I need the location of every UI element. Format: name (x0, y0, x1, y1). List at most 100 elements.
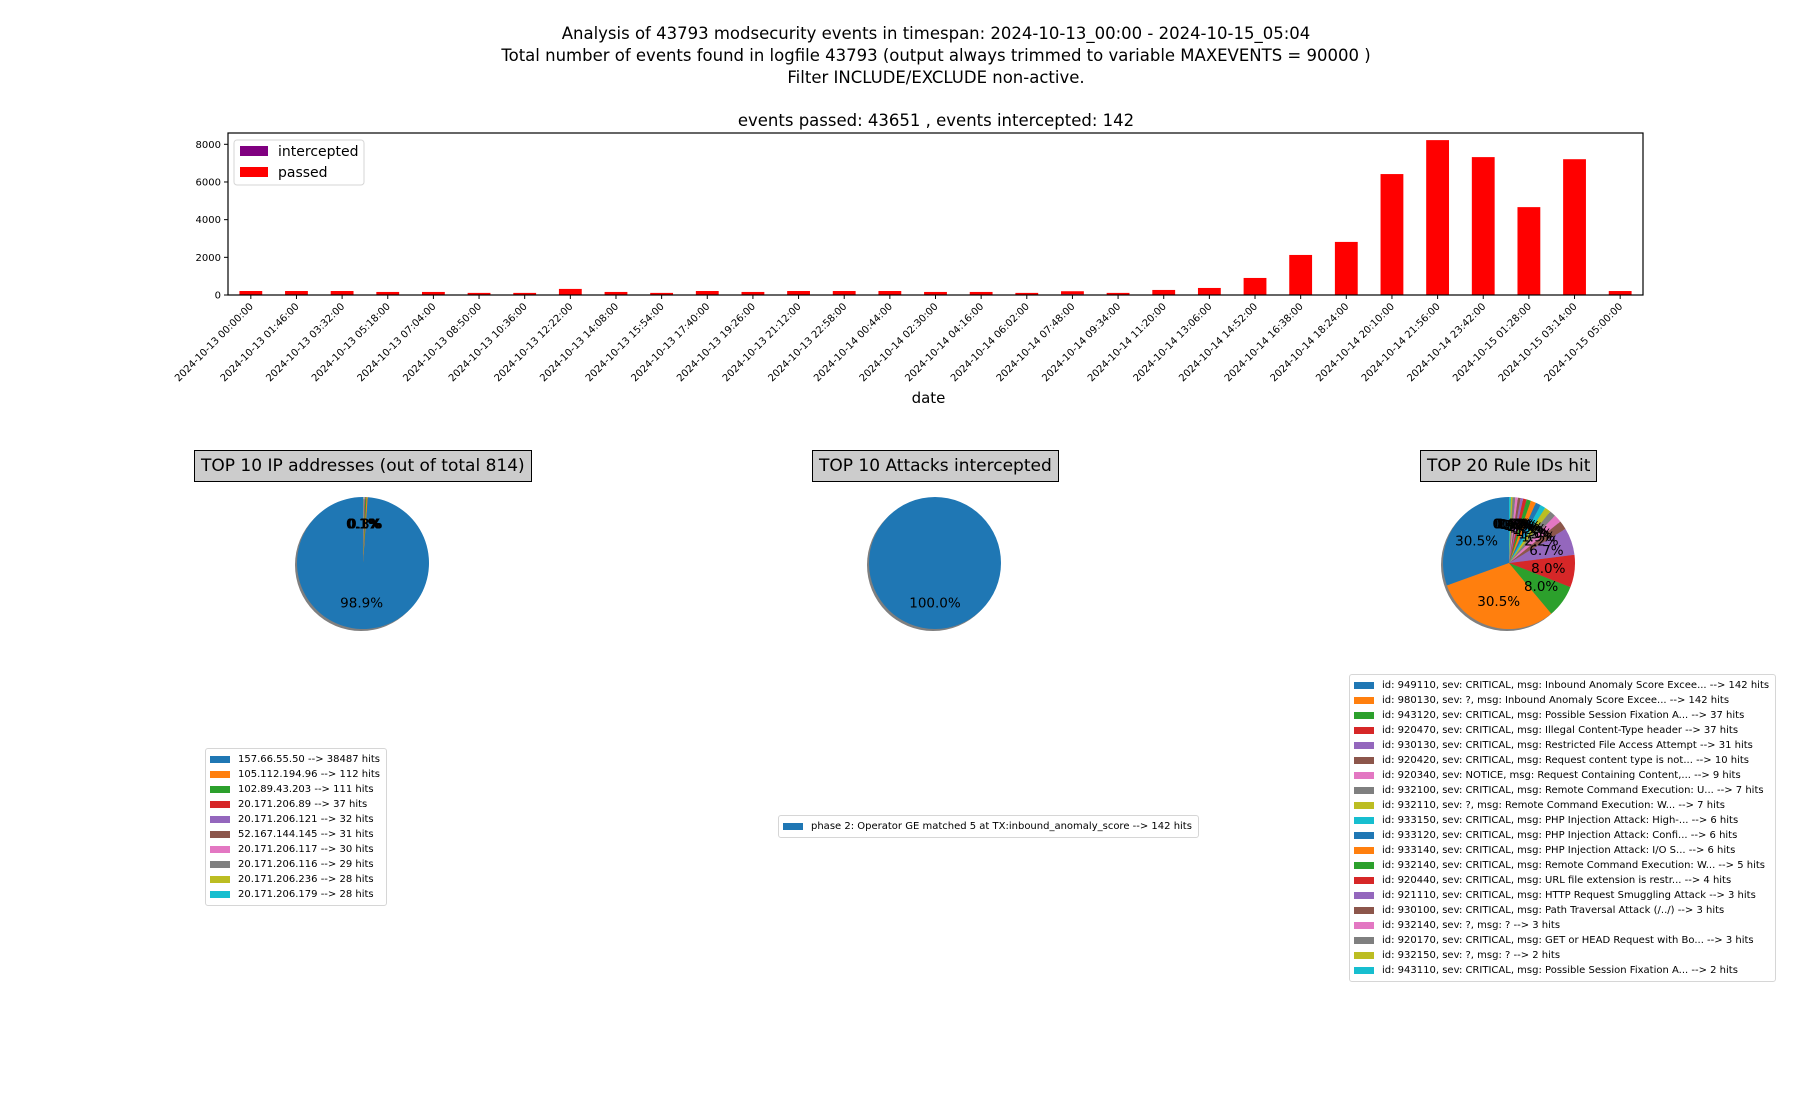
legend-swatch (210, 831, 230, 838)
legend-item: id: 932100, sev: CRITICAL, msg: Remote C… (1354, 783, 1769, 798)
events-bar-chart: events passed: 43651 , events intercepte… (173, 111, 1644, 407)
pie-slice (1509, 497, 1516, 563)
x-tick-label: 2024-10-13 17:40:00 (630, 301, 713, 384)
pie-slice (1509, 502, 1541, 563)
legend-swatch-intercepted (240, 146, 268, 156)
pie-slice (1509, 498, 1524, 563)
legend-item: id: 930130, sev: CRITICAL, msg: Restrict… (1354, 738, 1769, 753)
pie-pct-label: 0.6% (1496, 517, 1530, 533)
bar-passed (741, 291, 765, 295)
legend-swatch (1354, 712, 1374, 719)
x-tick-label: 2024-10-15 05:00:00 (1542, 301, 1625, 384)
legend-item: 20.171.206.117 --> 30 hits (210, 842, 380, 857)
x-tick-label: 2024-10-14 16:38:00 (1223, 301, 1306, 384)
bar-chart-title: events passed: 43651 , events intercepte… (738, 111, 1134, 130)
legend-item: id: 943110, sev: CRITICAL, msg: Possible… (1354, 963, 1769, 978)
ip-pie-title: TOP 10 IP addresses (out of total 814) (194, 450, 532, 482)
legend-label: 20.171.206.236 --> 28 hits (238, 874, 374, 885)
bar-passed (1517, 207, 1541, 295)
x-tick-label: 2024-10-14 07:48:00 (995, 301, 1078, 384)
pie-pct-label: 1.5% (1518, 526, 1552, 542)
x-tick-label: 2024-10-14 23:42:00 (1405, 301, 1488, 384)
pie-slice (1509, 497, 1518, 563)
legend-label: id: 932110, sev: ?, msg: Remote Command … (1382, 800, 1725, 811)
pie-slice (1509, 498, 1527, 563)
x-tick-label: 2024-10-13 08:50:00 (401, 301, 484, 384)
legend-label: id: 933120, sev: CRITICAL, msg: PHP Inje… (1382, 830, 1738, 841)
x-tick-label: 2024-10-15 01:28:00 (1451, 301, 1534, 384)
bar-passed (924, 291, 947, 295)
x-tick-label: 2024-10-14 06:02:00 (949, 301, 1032, 384)
legend-label: 20.171.206.116 --> 29 hits (238, 859, 374, 870)
pie-slice (1509, 515, 1561, 563)
legend-item: id: 920470, sev: CRITICAL, msg: Illegal … (1354, 723, 1769, 738)
bar-passed (1380, 174, 1404, 295)
pie-slice (1509, 507, 1551, 563)
bar-passed (1061, 291, 1084, 295)
bar-passed (878, 291, 902, 295)
legend-item: id: 933150, sev: CRITICAL, msg: PHP Inje… (1354, 813, 1769, 828)
pie-pct-label: 2.2% (1524, 533, 1558, 549)
pie-slice (869, 497, 1001, 629)
legend-label: id: 930100, sev: CRITICAL, msg: Path Tra… (1382, 905, 1725, 916)
pie-pct-label: 1.5% (1515, 524, 1549, 540)
bar-passed (832, 291, 856, 295)
attacks-pie-legend: phase 2: Operator GE matched 5 at TX:inb… (778, 815, 1199, 838)
pie-pct-label: 0.3% (348, 516, 382, 532)
pie-pct-label: 98.9% (340, 596, 383, 612)
legend-swatch (210, 861, 230, 868)
x-tick-label: 2024-10-13 03:32:00 (264, 301, 347, 384)
legend-swatch (210, 876, 230, 883)
legend-item: 20.171.206.121 --> 32 hits (210, 812, 380, 827)
x-tick-label: 2024-10-14 20:10:00 (1314, 301, 1397, 384)
legend-swatch (210, 771, 230, 778)
x-tick-label: 2024-10-14 04:16:00 (903, 301, 986, 384)
pie-slice (363, 497, 365, 563)
legend-label: id: 943110, sev: CRITICAL, msg: Possible… (1382, 965, 1738, 976)
pie-pct-label: 1.9% (1521, 529, 1555, 545)
pie-pct-label: 0.1% (346, 516, 380, 532)
legend-item: id: 949110, sev: CRITICAL, msg: Inbound … (1354, 678, 1769, 693)
x-tick-label: 2024-10-14 02:30:00 (858, 301, 941, 384)
y-tick-label: 0 (215, 291, 221, 302)
legend-swatch (210, 891, 230, 898)
y-tick-label: 2000 (196, 253, 221, 264)
bar-passed (1243, 277, 1267, 295)
bar-passed (1426, 140, 1450, 295)
rules-pie-chart: 30.5%30.5%8.0%8.0%6.7%2.2%1.9%1.5%1.5%1.… (1441, 497, 1575, 631)
legend-item: 20.171.206.236 --> 28 hits (210, 872, 380, 887)
report-title-line-3: Filter INCLUDE/EXCLUDE non-active. (787, 68, 1085, 87)
bar-passed (1015, 292, 1039, 295)
legend-swatch (1354, 862, 1374, 869)
bar-passed (787, 291, 810, 295)
legend-label: id: 920440, sev: CRITICAL, msg: URL file… (1382, 875, 1732, 886)
legend-swatch (1354, 847, 1374, 854)
legend-label: id: 943120, sev: CRITICAL, msg: Possible… (1382, 710, 1745, 721)
legend-swatch (1354, 952, 1374, 959)
x-tick-label: 2024-10-14 00:44:00 (812, 301, 895, 384)
legend-label: id: 930130, sev: CRITICAL, msg: Restrict… (1382, 740, 1753, 751)
legend-swatch (210, 816, 230, 823)
x-tick-label: 2024-10-14 21:56:00 (1360, 301, 1443, 384)
report-title-line-1: Analysis of 43793 modsecurity events in … (561, 24, 1311, 43)
bar-passed (376, 291, 400, 295)
pie-pct-label: 30.5% (1455, 533, 1498, 549)
legend-swatch (1354, 817, 1374, 824)
pie-pct-label: 6.7% (1529, 543, 1563, 559)
legend-label: 102.89.43.203 --> 111 hits (238, 784, 374, 795)
pie-slice (1446, 563, 1552, 629)
bar-passed (513, 292, 537, 295)
legend-swatch (783, 823, 803, 830)
y-tick-label: 8000 (196, 140, 221, 151)
pie-slice (363, 497, 365, 563)
x-tick-label: 2024-10-13 00:00:00 (173, 301, 256, 384)
pie-slice (1509, 497, 1511, 563)
legend-swatch (1354, 802, 1374, 809)
pie-slice (363, 497, 364, 563)
bar-passed (969, 291, 993, 295)
pie-slice (1509, 500, 1536, 563)
legend-label: id: 933140, sev: CRITICAL, msg: PHP Inje… (1382, 845, 1736, 856)
rules-pie-legend: id: 949110, sev: CRITICAL, msg: Inbound … (1349, 674, 1777, 982)
pie-pct-label: 0.1% (346, 516, 380, 532)
x-tick-label: 2024-10-13 15:54:00 (584, 301, 667, 384)
